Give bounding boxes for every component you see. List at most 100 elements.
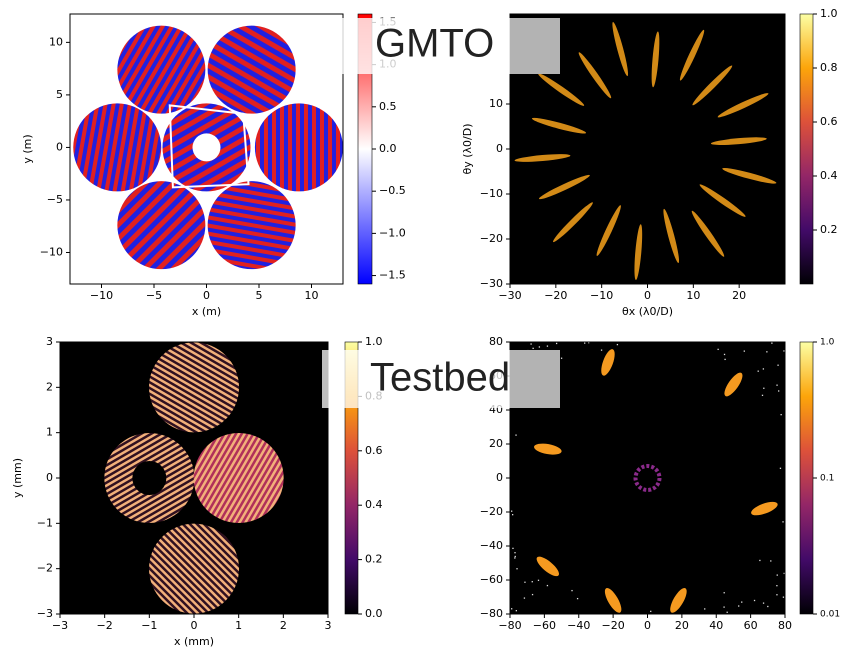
noise — [776, 385, 777, 386]
colorbar-tick-label: 0.0 — [365, 607, 383, 620]
noise — [532, 581, 533, 582]
noise — [766, 351, 767, 352]
noise — [561, 358, 562, 359]
segment — [117, 26, 205, 114]
y-tick-label: −30 — [480, 277, 503, 290]
y-axis-label: θy (λ0/D) — [461, 123, 474, 174]
colorbar-tick-label: 0.2 — [820, 223, 838, 236]
x-tick-label: 60 — [744, 619, 758, 632]
noise — [724, 354, 725, 355]
y-tick-label: −60 — [480, 573, 503, 586]
noise — [778, 390, 779, 391]
x-tick-label: 10 — [305, 289, 319, 302]
noise — [516, 568, 517, 569]
segment — [149, 524, 239, 614]
noise — [571, 590, 572, 591]
noise — [777, 574, 778, 575]
x-tick-label: −10 — [590, 289, 613, 302]
noise — [532, 348, 533, 349]
noise — [724, 359, 725, 360]
x-tick-label: −5 — [146, 289, 162, 302]
overlay-gmto: GMTO — [340, 18, 560, 74]
x-tick-label: 5 — [256, 289, 263, 302]
noise — [601, 349, 602, 350]
y-tick-label: −20 — [480, 232, 503, 245]
noise — [776, 594, 777, 595]
noise — [512, 548, 513, 549]
x-tick-label: −10 — [90, 289, 113, 302]
y-tick-label: 20 — [489, 437, 503, 450]
noise — [783, 597, 784, 598]
colorbar — [800, 14, 813, 284]
noise — [538, 580, 539, 581]
overlay-grey — [510, 18, 560, 74]
segment — [208, 26, 296, 114]
colorbar-tick-label: 0.5 — [379, 100, 397, 113]
noise — [547, 585, 548, 586]
colorbar-tick-label: 0.01 — [820, 610, 840, 620]
overlay-grey — [510, 350, 560, 408]
noise — [776, 585, 777, 586]
colorbar-tick-label: 0.8 — [820, 61, 838, 74]
noise — [547, 345, 548, 346]
noise — [617, 344, 618, 345]
noise — [780, 468, 781, 469]
x-tick-label: 2 — [280, 619, 287, 632]
y-axis-label: y (mm) — [11, 458, 24, 498]
noise — [539, 346, 540, 347]
noise — [584, 342, 585, 343]
y-tick-label: 10 — [489, 97, 503, 110]
image — [60, 342, 328, 614]
y-tick-label: −80 — [480, 607, 503, 620]
noise — [511, 608, 512, 609]
x-axis-label: x (m) — [192, 305, 221, 318]
noise — [515, 556, 516, 557]
x-tick-label: 0 — [644, 289, 651, 302]
noise — [763, 388, 764, 389]
y-tick-label: −10 — [40, 245, 63, 258]
central-hole — [193, 133, 221, 161]
colorbar — [800, 342, 813, 614]
noise — [514, 557, 515, 558]
noise — [514, 552, 515, 553]
segment — [255, 103, 343, 191]
overlay-testbed: Testbed — [322, 350, 560, 408]
y-tick-label: −1 — [37, 516, 53, 529]
y-tick-label: −5 — [47, 193, 63, 206]
y-tick-label: −10 — [480, 187, 503, 200]
noise — [767, 606, 768, 607]
y-tick-label: −2 — [37, 562, 53, 575]
y-tick-label: 0 — [56, 140, 63, 153]
overlay-label: Testbed — [370, 356, 510, 400]
noise — [532, 594, 533, 595]
noise — [727, 612, 728, 613]
x-tick-label: 3 — [325, 619, 332, 632]
segment — [149, 342, 239, 432]
x-tick-label: 10 — [686, 289, 700, 302]
overlay-label: GMTO — [375, 22, 494, 66]
colorbar-tick-label: −0.5 — [379, 184, 406, 197]
x-tick-label: −30 — [498, 289, 521, 302]
x-tick-label: −60 — [533, 619, 556, 632]
noise — [577, 598, 578, 599]
noise — [777, 365, 778, 366]
x-tick-label: 20 — [732, 289, 746, 302]
noise — [763, 368, 764, 369]
noise — [515, 434, 516, 435]
colorbar-tick-label: 0.4 — [820, 169, 838, 182]
colorbar-tick-label: 0.1 — [820, 474, 834, 484]
x-tick-label: 0 — [203, 289, 210, 302]
segment — [73, 103, 161, 191]
y-tick-label: 80 — [489, 335, 503, 348]
colorbar-tick-label: 1.0 — [820, 7, 838, 20]
plots: −10−50510−10−50510x (m)y (m)−1.5−1.0−0.5… — [11, 7, 840, 648]
noise — [744, 350, 745, 351]
x-tick-label: 40 — [709, 619, 723, 632]
colorbar-tick-label: 0.6 — [365, 444, 383, 457]
colorbar-tick-label: 1.0 — [365, 335, 383, 348]
noise — [741, 601, 742, 602]
noise — [650, 611, 651, 612]
noise — [783, 350, 784, 351]
x-tick-label: 0 — [191, 619, 198, 632]
noise — [782, 521, 783, 522]
